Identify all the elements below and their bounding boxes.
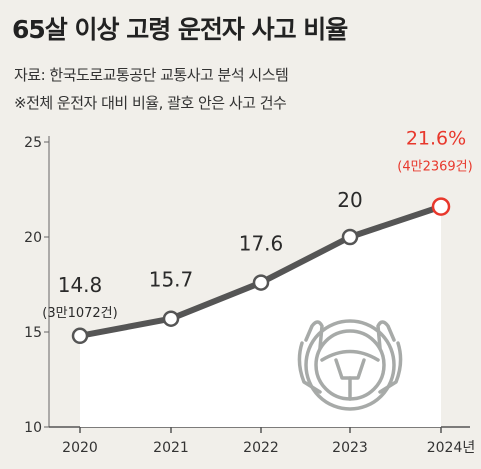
highlight-point	[431, 197, 451, 216]
count-label: (3만1072건)	[42, 306, 117, 321]
y-tick-label: 25	[24, 135, 42, 151]
value-label: 17.6	[239, 232, 284, 256]
x-tick-label: 2022	[243, 440, 279, 456]
x-tick-label: 2024년	[427, 440, 476, 456]
count-label: (4만2369건)	[397, 160, 472, 175]
data-point	[252, 274, 270, 291]
x-tick-label: 2020	[62, 440, 98, 456]
value-label: 21.6%	[406, 128, 466, 150]
x-tick-label: 2021	[153, 440, 189, 456]
line-layer	[71, 197, 451, 345]
data-point	[341, 228, 359, 246]
value-label: 15.7	[149, 268, 194, 292]
chart-title: 65살 이상 고령 운전자 사고 비율	[12, 15, 348, 44]
y-tick-label: 20	[24, 230, 42, 246]
area-fill	[80, 206, 441, 427]
value-label: 20	[337, 188, 362, 212]
data-point	[71, 327, 89, 345]
y-tick-label: 15	[24, 325, 42, 341]
axis-layer: 25 20 15 10 2020 2021 2022 2023 2024년	[24, 135, 475, 456]
y-tick-label: 10	[24, 420, 42, 436]
data-point	[162, 310, 180, 327]
source-note: 자료: 한국도로교통공단 교통사고 분석 시스템	[14, 66, 289, 84]
steering-wheel-icon	[297, 319, 403, 411]
label-layer: 14.8 15.7 17.6 20 21.6% (3만1072건) (4만2369건)	[42, 128, 472, 321]
x-tick-label: 2023	[332, 440, 368, 456]
value-label: 14.8	[58, 273, 103, 297]
area-layer	[80, 206, 441, 427]
footnote: ※전체 운전자 대비 비율, 괄호 안은 사고 건수	[14, 94, 287, 112]
